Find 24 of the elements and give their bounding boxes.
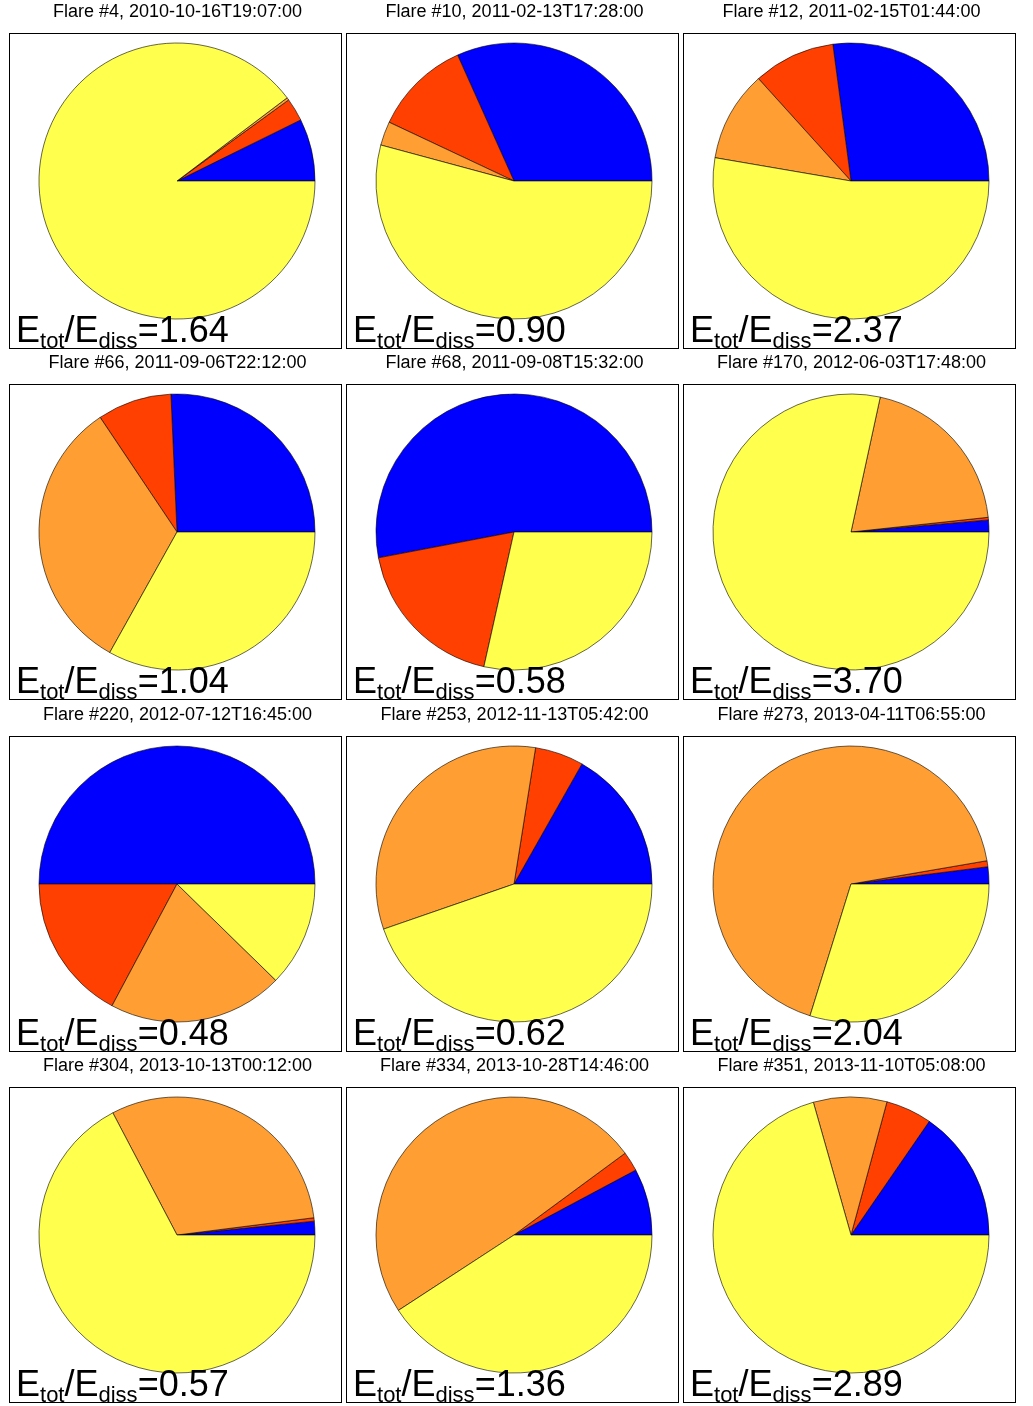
chart-title: Flare #220, 2012-07-12T16:45:00 — [41, 702, 314, 725]
text: E$_{tot}$/E$_{diss}$=3.70 — [690, 660, 903, 705]
chart-title: Flare #4, 2010-10-16T19:07:00 — [51, 0, 304, 22]
chart-title: Flare #12, 2011-02-15T01:44:00 — [721, 0, 982, 22]
chart-title: Flare #253, 2012-11-13T05:42:00 — [379, 702, 650, 725]
chart-title: Flare #68, 2011-09-08T15:32:00 — [384, 351, 645, 374]
text: E$_{tot}$/E$_{diss}$=0.58 — [353, 660, 566, 705]
text: E$_{tot}$/E$_{diss}$=0.62 — [353, 1011, 566, 1056]
chart-title: Flare #351, 2013-11-10T05:08:00 — [716, 1053, 987, 1076]
chart-title: Flare #334, 2013-10-28T14:46:00 — [378, 1053, 651, 1076]
chart-title: Flare #273, 2013-04-11T06:55:00 — [716, 702, 987, 725]
chart-title: Flare #304, 2013-10-13T00:12:00 — [41, 1053, 314, 1076]
chart-title: Flare #170, 2012-06-03T17:48:00 — [715, 351, 988, 374]
text: E$_{tot}$/E$_{diss}$=0.57 — [16, 1362, 229, 1406]
text: E$_{tot}$/E$_{diss}$=0.48 — [16, 1011, 229, 1056]
text: E$_{tot}$/E$_{diss}$=0.90 — [353, 309, 566, 353]
text: E$_{tot}$/E$_{diss}$=2.37 — [690, 309, 903, 353]
chart-title: Flare #10, 2011-02-13T17:28:00 — [384, 0, 645, 22]
text: E$_{tot}$/E$_{diss}$=2.04 — [690, 1011, 903, 1056]
chart-title: Flare #66, 2011-09-06T22:12:00 — [47, 351, 308, 374]
text: E$_{tot}$/E$_{diss}$=1.64 — [16, 309, 229, 353]
text: E$_{tot}$/E$_{diss}$=1.04 — [16, 660, 229, 705]
text: E$_{tot}$/E$_{diss}$=1.36 — [353, 1362, 566, 1406]
text: E$_{tot}$/E$_{diss}$=2.89 — [690, 1362, 903, 1406]
